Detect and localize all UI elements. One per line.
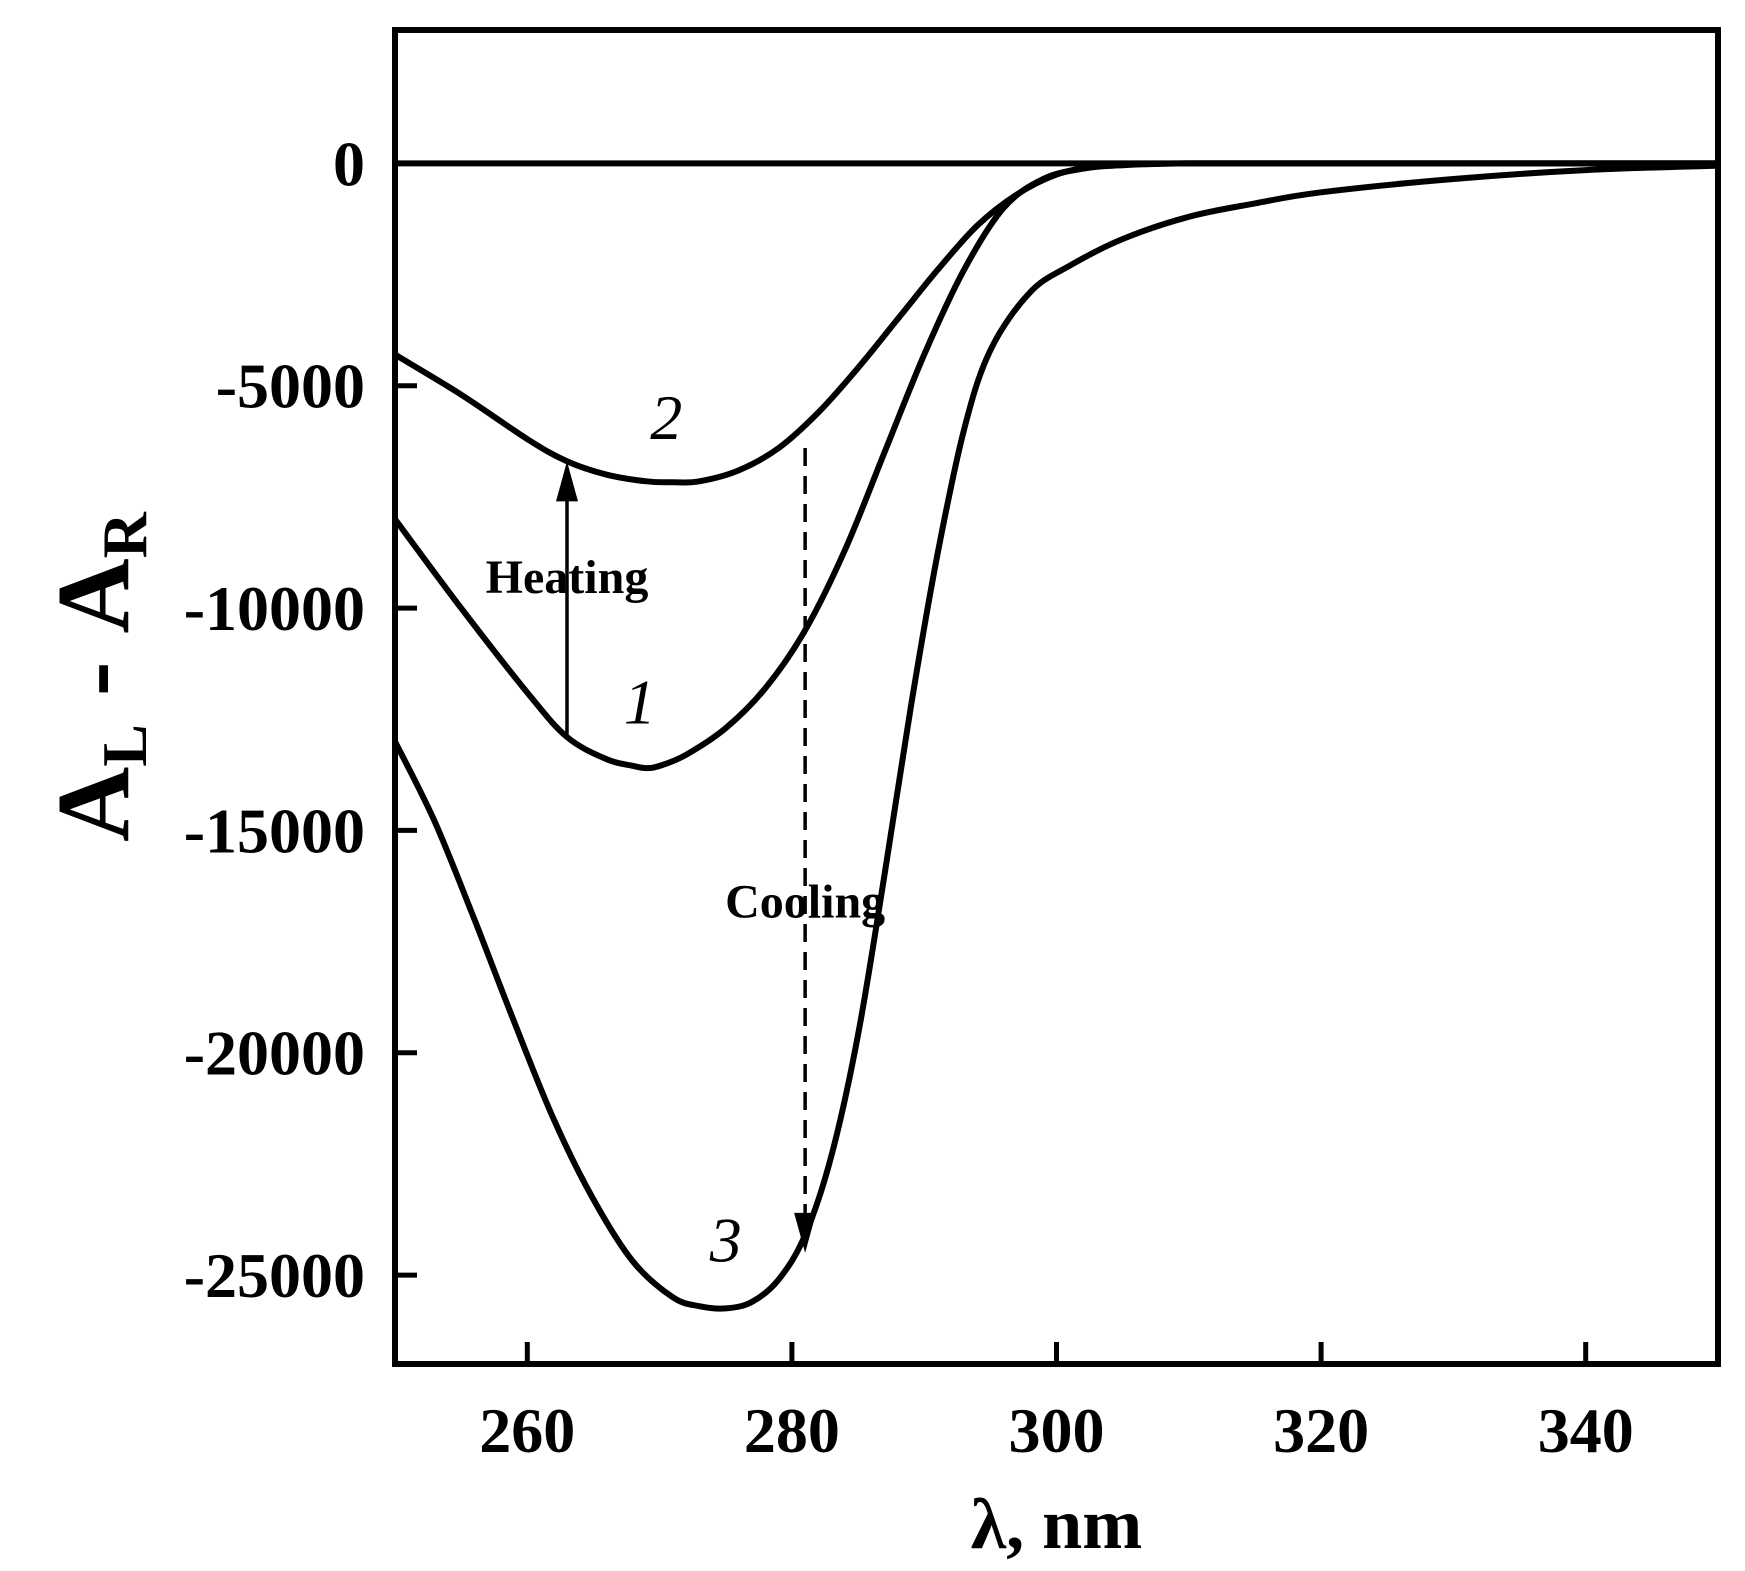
y-axis-title-dash: - [36,661,151,696]
y-tick-label: -5000 [216,351,365,422]
ticks-layer: 260 280 300 320 340 0 -5000 -10000 -15000 -20000 -… [184,128,1634,1466]
x-tick-label: 320 [1273,1395,1369,1466]
heating-label: Heating [486,551,649,604]
y-axis-title-main-l: A [36,767,151,842]
curve-label-2: 2 [650,382,682,453]
curve-label-1: 1 [624,667,656,738]
y-tick-label: 0 [333,128,365,199]
heating-arrowhead [555,461,578,502]
curves-layer [392,160,1719,1312]
y-tick-label: -25000 [184,1240,365,1311]
x-tick-label: 340 [1538,1395,1634,1466]
y-axis-title-sub-r: R [89,511,160,558]
x-tick-label: 260 [479,1395,575,1466]
annotations-layer: Heating Cooling [486,447,885,1253]
x-axis-title: λ, nm [971,1484,1142,1564]
y-axis-title-main-r: A [36,558,151,633]
x-tick-label: 300 [1009,1395,1105,1466]
series-line-3 [392,162,1719,1312]
y-axis-title-sub-l: L [89,724,160,767]
curve-labels-layer: 1 2 3 [624,382,742,1276]
y-axis-title: AL-AR [36,511,160,842]
cooling-arrowhead [794,1212,817,1253]
y-tick-label: -10000 [184,573,365,644]
y-tick-label: -20000 [184,1018,365,1089]
x-tick-label: 280 [744,1395,840,1466]
curve-label-3: 3 [709,1205,742,1276]
plot-frame [392,27,1721,1367]
series-line-1 [392,160,1718,772]
cooling-label: Cooling [725,876,885,929]
series-line-2 [393,160,1718,486]
y-tick-label: -15000 [184,795,365,866]
